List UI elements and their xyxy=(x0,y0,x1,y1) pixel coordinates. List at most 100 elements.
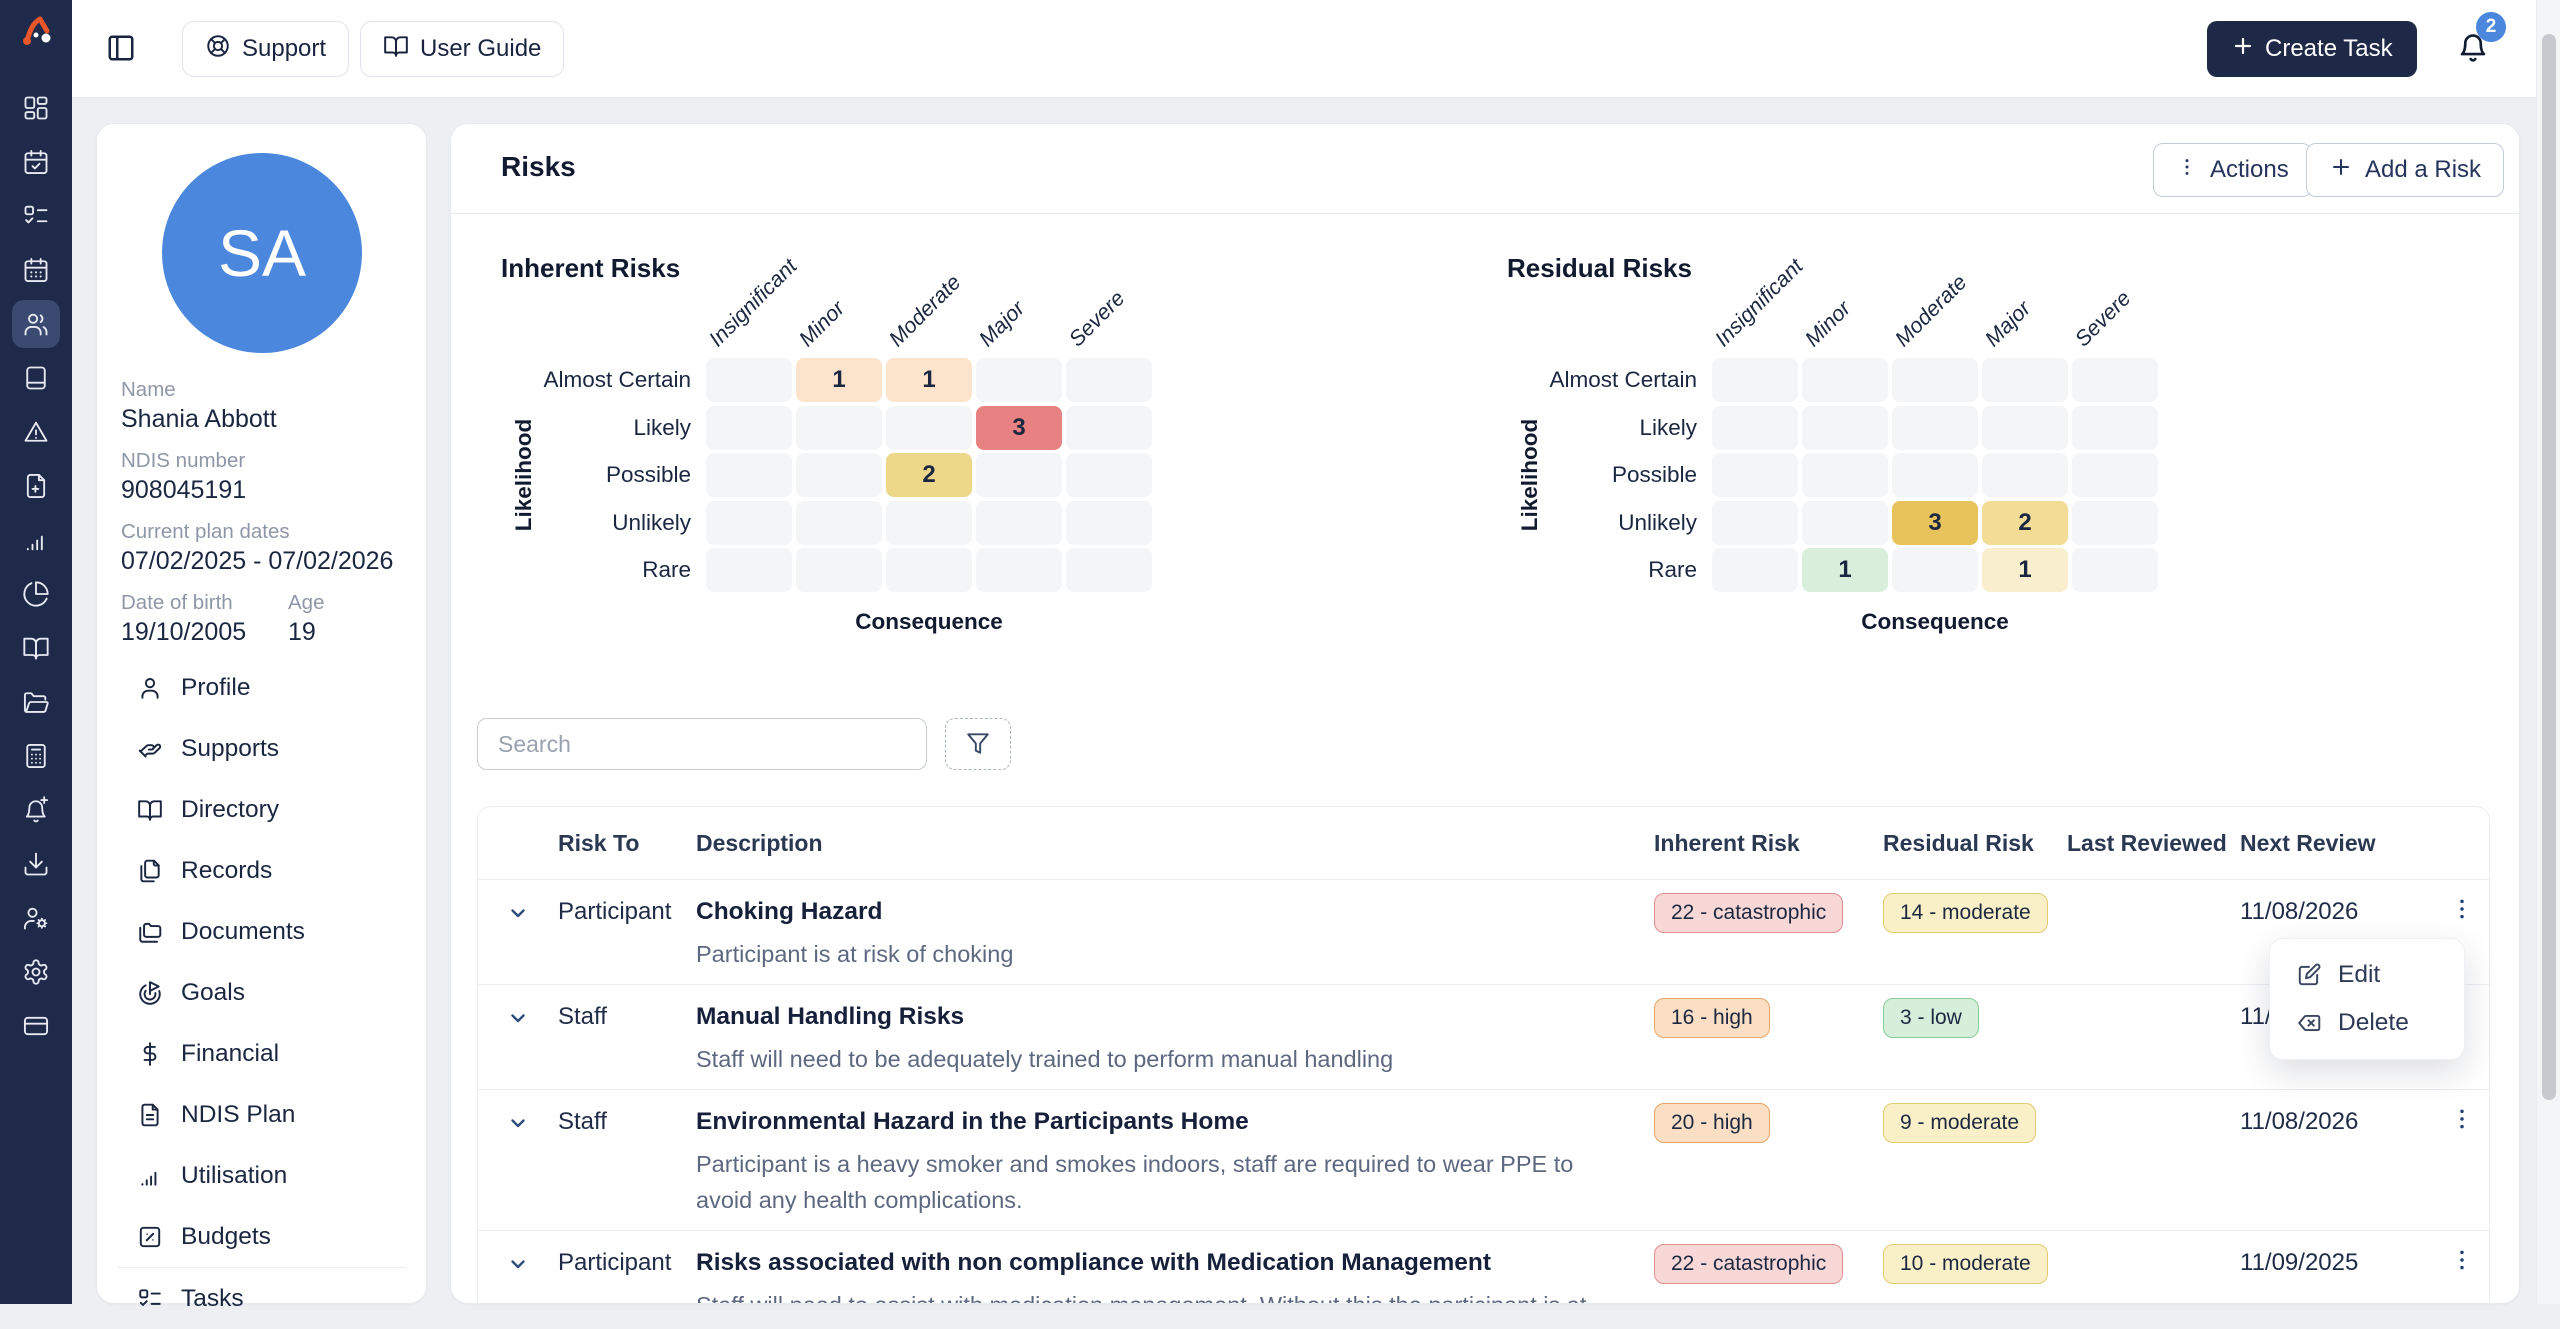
top-bar: Support User Guide Create Task 2 xyxy=(72,0,2560,98)
rail-item-alert-triangle[interactable] xyxy=(12,408,60,456)
folders-icon xyxy=(139,922,162,943)
kebab-icon xyxy=(2460,1109,2464,1129)
row-menu-button[interactable] xyxy=(2449,1106,2475,1132)
risk-score-badge: 10 - moderate xyxy=(1883,1244,2048,1284)
column-header[interactable]: Last Reviewed xyxy=(2067,829,2227,856)
matrix-cell xyxy=(706,405,792,450)
kebab-icon xyxy=(2185,158,2189,175)
sidebar-item-records[interactable]: Records xyxy=(97,840,426,901)
credit-card-icon xyxy=(23,1016,49,1036)
matrix-cell[interactable]: 1 xyxy=(1982,548,2068,592)
sidebar-item-tasks[interactable]: Tasks xyxy=(97,1268,426,1329)
matrix-cell xyxy=(1066,453,1152,497)
table-row: Staff Environmental Hazard in the Partic… xyxy=(478,1089,2489,1230)
menu-item-delete[interactable]: Delete xyxy=(2270,999,2464,1047)
matrix-cell xyxy=(976,453,1062,497)
consequence-level-label: Major xyxy=(1980,296,2036,352)
sidebar-item-goals[interactable]: Goals xyxy=(97,962,426,1023)
row-menu-button[interactable] xyxy=(2449,896,2475,922)
user-cog-icon xyxy=(23,907,48,930)
rail-item-users[interactable] xyxy=(12,300,60,348)
actions-button[interactable]: Actions xyxy=(2153,143,2312,197)
sidebar-item-supports[interactable]: Supports xyxy=(97,718,426,779)
sidebar-toggle-button[interactable] xyxy=(106,33,136,68)
inherent-risk-cell: 16 - high xyxy=(1654,985,1883,1089)
likelihood-level-label: Almost Certain xyxy=(543,367,691,392)
matrix-cell[interactable]: 3 xyxy=(976,405,1062,450)
rail-item-credit-card[interactable] xyxy=(12,1002,60,1050)
rail-item-layout-dashboard[interactable] xyxy=(12,84,60,132)
next-review-cell: 11/09/2025 xyxy=(2240,1249,2359,1276)
likelihood-level-label: Unlikely xyxy=(1618,509,1697,535)
sidebar-item-documents[interactable]: Documents xyxy=(97,901,426,962)
filter-button[interactable] xyxy=(945,718,1011,770)
page-scrollbar[interactable] xyxy=(2536,0,2560,1304)
column-header[interactable]: Description xyxy=(696,829,823,856)
row-menu-button[interactable] xyxy=(2449,1247,2475,1273)
matrix-cell[interactable]: 1 xyxy=(1802,548,1888,592)
sidebar-item-financial[interactable]: Financial xyxy=(97,1023,426,1084)
column-header[interactable]: Next Review xyxy=(2240,829,2376,856)
menu-item-edit[interactable]: Edit xyxy=(2270,951,2464,999)
matrix-cell[interactable]: 2 xyxy=(886,453,972,497)
sidebar-item-utilisation[interactable]: Utilisation xyxy=(97,1145,426,1206)
sidebar-item-ndis-plan[interactable]: NDIS Plan xyxy=(97,1084,426,1145)
user-guide-label: User Guide xyxy=(420,35,542,62)
column-header[interactable]: Residual Risk xyxy=(1883,829,2034,856)
table-row: Staff Manual Handling Risks Staff will n… xyxy=(478,984,2489,1089)
rail-item-folder-open[interactable] xyxy=(12,678,60,726)
rail-item-bar-chart[interactable] xyxy=(12,516,60,564)
sidebar-item-directory[interactable]: Directory xyxy=(97,779,426,840)
rail-item-list-todo[interactable] xyxy=(12,192,60,240)
expand-row-button[interactable] xyxy=(506,1111,530,1135)
expand-row-button[interactable] xyxy=(506,1252,530,1276)
matrix-cell[interactable]: 2 xyxy=(1982,500,2068,545)
backspace-icon xyxy=(2298,1014,2321,1032)
residual-risk-cell: 14 - moderate xyxy=(1883,880,2067,984)
rail-item-pie-chart[interactable] xyxy=(12,570,60,618)
rail-item-calendar-dots[interactable] xyxy=(12,246,60,294)
rail-item-bell-plus[interactable] xyxy=(12,786,60,834)
notifications-button[interactable]: 2 xyxy=(2457,12,2506,63)
matrix-cell[interactable]: 3 xyxy=(1892,500,1978,545)
sidebar-item-label: Profile xyxy=(181,673,251,701)
matrix-cell xyxy=(1712,500,1798,545)
rail-item-settings[interactable] xyxy=(12,948,60,996)
rail-item-notebook[interactable] xyxy=(12,354,60,402)
calendar-dots-icon xyxy=(24,257,48,283)
expand-row-button[interactable] xyxy=(506,1006,530,1030)
pie-chart-icon xyxy=(23,581,49,607)
bar-chart-icon-wrap xyxy=(137,1163,163,1189)
matrix-cell[interactable]: 1 xyxy=(886,358,972,402)
avatar: SA xyxy=(162,153,362,353)
risk-score-badge: 3 - low xyxy=(1883,998,1979,1038)
sidebar-item-budgets[interactable]: Budgets xyxy=(97,1206,426,1267)
book-open-icon-wrap xyxy=(137,797,163,823)
rail-item-user-cog[interactable] xyxy=(12,894,60,942)
scrollbar-thumb[interactable] xyxy=(2542,34,2556,1100)
matrix-title: Residual Risks xyxy=(1507,253,1692,283)
nav-divider xyxy=(117,1267,406,1268)
create-task-button[interactable]: Create Task xyxy=(2207,21,2417,77)
user-guide-button[interactable]: User Guide xyxy=(360,21,565,77)
notebook-icon xyxy=(26,366,46,390)
app-logo[interactable] xyxy=(14,8,58,52)
rail-item-book-open[interactable] xyxy=(12,624,60,672)
expand-row-button[interactable] xyxy=(506,901,530,925)
sidebar-item-label: Goals xyxy=(181,978,246,1006)
rail-item-download[interactable] xyxy=(12,840,60,888)
support-button[interactable]: Support xyxy=(182,21,350,77)
matrix-cell[interactable]: 1 xyxy=(796,358,882,402)
sidebar-item-profile[interactable]: Profile xyxy=(97,657,426,718)
column-header[interactable]: Risk To xyxy=(558,829,640,856)
field-label: Age xyxy=(288,591,325,614)
rail-item-calculator[interactable] xyxy=(12,732,60,780)
rail-item-calendar-check[interactable] xyxy=(12,138,60,186)
backspace-icon-wrap xyxy=(2296,1010,2322,1036)
column-header[interactable]: Inherent Risk xyxy=(1654,829,1800,856)
rail-item-file-plus[interactable] xyxy=(12,462,60,510)
search-input[interactable] xyxy=(477,718,927,770)
support-label: Support xyxy=(242,35,327,62)
life-buoy-icon xyxy=(207,34,229,57)
add-risk-button[interactable]: Add a Risk xyxy=(2306,143,2505,197)
